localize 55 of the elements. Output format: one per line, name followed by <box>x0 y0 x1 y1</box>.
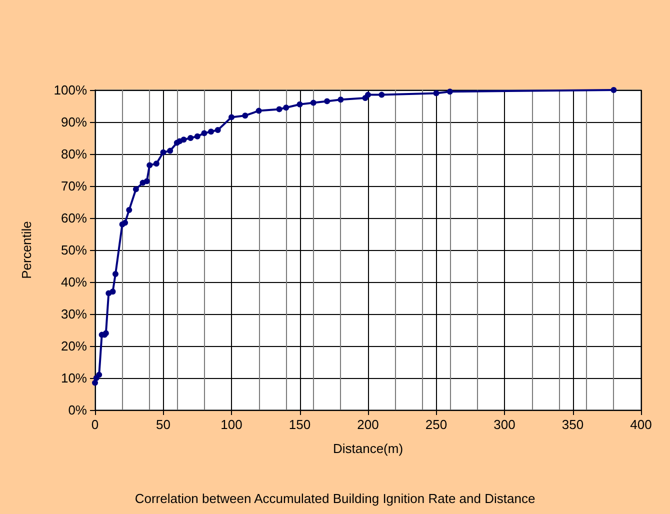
point <box>296 101 303 108</box>
point <box>92 380 98 386</box>
point <box>122 220 128 226</box>
y-tick-label: 30% <box>60 306 88 322</box>
y-tick-label: 0% <box>68 402 88 418</box>
point <box>194 133 200 140</box>
x-tick-label: 0 <box>91 417 99 432</box>
x-tick-label: 400 <box>630 417 652 432</box>
y-tick-label: 70% <box>60 178 88 194</box>
y-tick-label: 60% <box>60 210 88 226</box>
point <box>110 288 116 295</box>
point <box>201 130 208 136</box>
point <box>160 149 166 156</box>
point <box>365 92 371 98</box>
y-tick-label: 10% <box>60 370 88 386</box>
x-tick-label: 200 <box>357 417 379 432</box>
point <box>188 135 194 141</box>
point <box>242 112 248 119</box>
point <box>433 90 440 96</box>
point <box>153 160 160 167</box>
x-tick-label: 250 <box>425 417 448 432</box>
point <box>146 162 153 168</box>
point <box>228 114 234 120</box>
x-tick-label: 100 <box>220 417 242 432</box>
point <box>112 271 118 277</box>
text: Correlation between Accumulated Building Ignition Rate and Distance <box>134 491 536 506</box>
point <box>378 92 385 98</box>
point <box>446 88 453 95</box>
point <box>276 106 282 112</box>
y-tick-label: 20% <box>60 338 88 354</box>
point <box>144 178 150 184</box>
point <box>126 207 132 213</box>
y-tick-label: 100% <box>54 82 88 98</box>
x-tick-label: 150 <box>288 417 311 432</box>
point <box>324 98 330 104</box>
point <box>180 136 187 143</box>
point <box>310 100 316 106</box>
point <box>283 104 290 111</box>
point <box>167 148 174 154</box>
x-tick-label: 350 <box>562 417 584 432</box>
point <box>214 127 221 133</box>
point <box>256 108 262 114</box>
y-tick-label: 50% <box>60 242 88 258</box>
point <box>132 186 139 192</box>
point <box>338 96 344 103</box>
x-tick-label: 300 <box>494 417 516 432</box>
y-tick-label: 80% <box>60 146 88 162</box>
point <box>208 128 214 135</box>
x-tick-label: 50 <box>156 417 170 432</box>
point <box>610 87 617 93</box>
point <box>96 372 102 378</box>
y-tick-label: 90% <box>60 114 88 130</box>
y-tick-label: 40% <box>60 274 88 290</box>
x-axis-title: Distance(m) <box>332 441 404 456</box>
y-axis-title: Percentile <box>19 221 34 279</box>
